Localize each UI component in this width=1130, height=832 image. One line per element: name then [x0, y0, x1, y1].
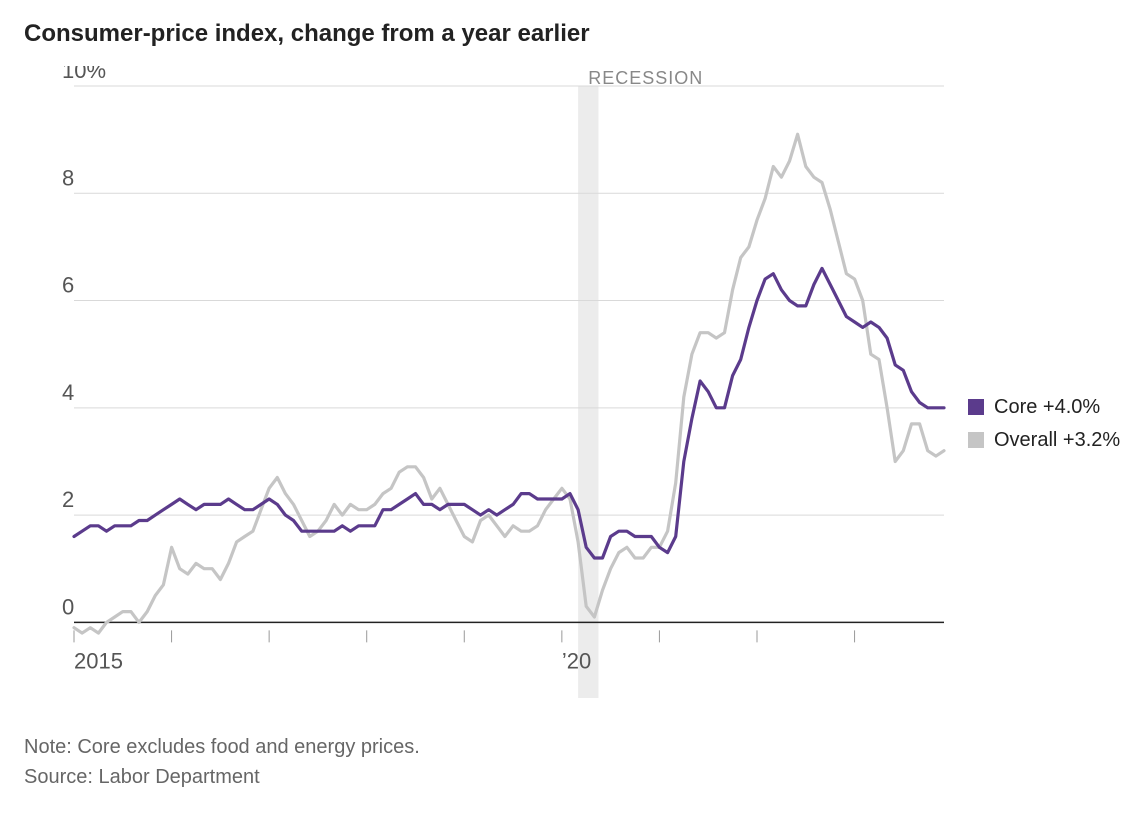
cpi-line-chart: 0 2 4 6 8 10% RECESSION 2015 ’20 [24, 66, 954, 726]
svg-text:6: 6 [62, 273, 74, 298]
legend-item-core: Core +4.0% [968, 396, 1120, 419]
legend-swatch-core [968, 399, 984, 415]
svg-text:’20: ’20 [562, 648, 591, 673]
svg-text:10%: 10% [62, 66, 106, 83]
legend-label-overall: Overall +3.2% [994, 429, 1120, 452]
svg-text:8: 8 [62, 165, 74, 190]
svg-text:2: 2 [62, 487, 74, 512]
chart-area: 0 2 4 6 8 10% RECESSION 2015 ’20 [24, 66, 954, 726]
chart-note: Note: Core excludes food and energy pric… [24, 732, 1106, 762]
legend-swatch-overall [968, 432, 984, 448]
legend-item-overall: Overall +3.2% [968, 429, 1120, 452]
legend-label-core: Core +4.0% [994, 396, 1100, 419]
chart-source: Source: Labor Department [24, 762, 1106, 792]
chart-title: Consumer-price index, change from a year… [24, 20, 1106, 48]
svg-text:2015: 2015 [74, 648, 123, 673]
svg-text:RECESSION: RECESSION [588, 68, 703, 88]
svg-text:4: 4 [62, 380, 74, 405]
legend: Core +4.0% Overall +3.2% [954, 396, 1120, 462]
svg-text:0: 0 [62, 594, 74, 619]
